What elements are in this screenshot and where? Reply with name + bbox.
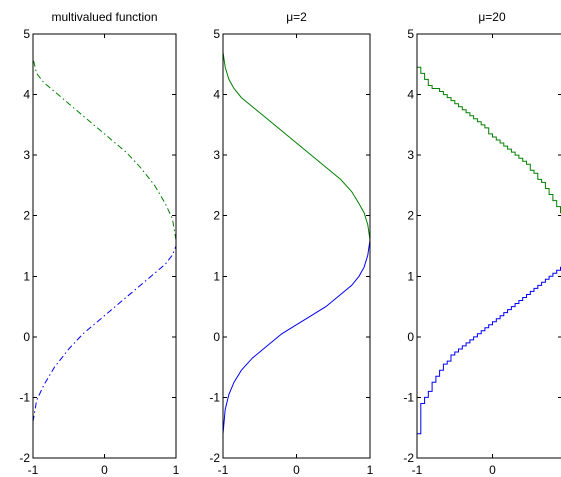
y-tick-label: -2: [403, 451, 414, 465]
y-tick-label: -2: [209, 451, 220, 465]
y-tick-label: 2: [407, 209, 414, 223]
y-tick-label: 4: [213, 88, 220, 102]
series-line-upper-green: [417, 49, 561, 214]
y-tick-label: 3: [407, 148, 414, 162]
y-tick-label: -1: [19, 390, 30, 404]
series-line-lower-blue: [223, 239, 370, 434]
y-tick-label: 0: [407, 330, 414, 344]
x-tick-label: 0: [101, 463, 108, 477]
y-tick-label: 3: [213, 148, 220, 162]
series-line-upper-green: [33, 58, 176, 240]
y-tick-label: 5: [23, 27, 30, 41]
y-tick-label: 5: [407, 27, 414, 41]
y-tick-label: 4: [23, 88, 30, 102]
x-tick-label: 0: [489, 463, 496, 477]
axes-frame: [32, 33, 177, 459]
y-tick-label: -1: [403, 390, 414, 404]
y-tick-label: 1: [23, 269, 30, 283]
y-tick-label: -1: [209, 390, 220, 404]
x-tick-label: -1: [218, 463, 229, 477]
x-tick-label: 1: [367, 463, 374, 477]
x-tick-label: -1: [412, 463, 423, 477]
panel-title: μ=20: [478, 10, 506, 24]
series-line-lower-blue: [417, 266, 561, 435]
series-line-upper-green: [223, 52, 370, 240]
y-tick-label: 4: [407, 88, 414, 102]
y-tick-label: 1: [213, 269, 220, 283]
x-tick-label: -1: [28, 463, 39, 477]
panel-title: μ=2: [286, 10, 307, 24]
y-tick-label: 5: [213, 27, 220, 41]
x-tick-label: 1: [173, 463, 180, 477]
y-tick-label: -2: [19, 451, 30, 465]
axes-frame: [222, 33, 371, 459]
x-tick-label: 0: [293, 463, 300, 477]
y-tick-label: 3: [23, 148, 30, 162]
y-tick-label: 0: [213, 330, 220, 344]
panel-title: multivalued function: [51, 10, 157, 24]
y-tick-label: 1: [407, 269, 414, 283]
axes-frame: [416, 33, 561, 459]
y-tick-label: 0: [23, 330, 30, 344]
y-tick-label: 2: [213, 209, 220, 223]
y-tick-label: 2: [23, 209, 30, 223]
series-line-lower-blue: [33, 245, 176, 422]
